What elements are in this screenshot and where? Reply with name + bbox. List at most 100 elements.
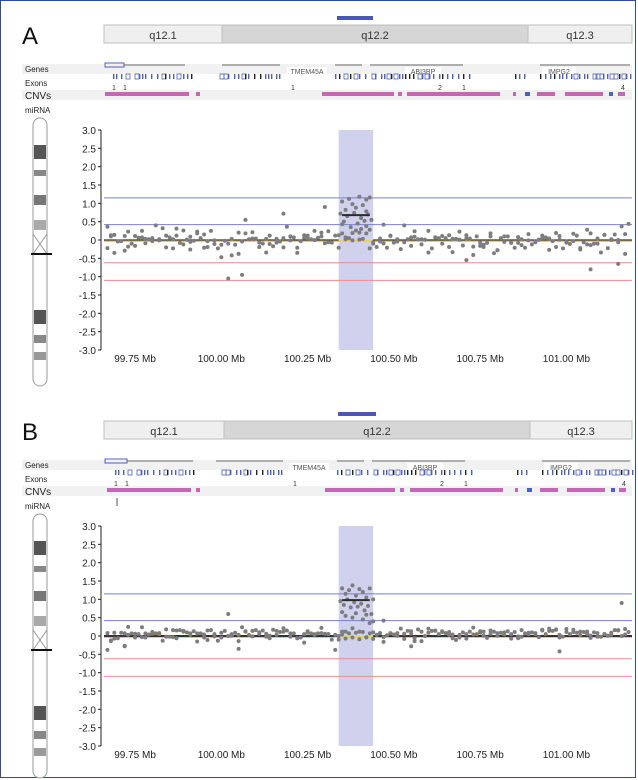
data-point[interactable]: [384, 245, 389, 250]
data-point[interactable]: [171, 635, 176, 640]
data-point[interactable]: [536, 635, 541, 640]
data-point[interactable]: [219, 242, 224, 247]
data-point[interactable]: [412, 234, 417, 239]
exon-mark[interactable]: [597, 469, 603, 476]
data-point[interactable]: [198, 236, 203, 241]
data-point[interactable]: [416, 237, 421, 242]
exon-mark[interactable]: [178, 469, 184, 476]
data-point[interactable]: [353, 593, 358, 598]
data-point[interactable]: [371, 636, 376, 641]
data-point[interactable]: [419, 639, 424, 644]
data-point[interactable]: [412, 639, 417, 644]
exon-mark[interactable]: [465, 470, 467, 475]
data-point[interactable]: [157, 632, 162, 637]
exon-mark[interactable]: [556, 470, 558, 475]
cnv-bar[interactable]: [525, 92, 530, 96]
data-point[interactable]: [616, 238, 621, 242]
data-point[interactable]: [481, 244, 486, 249]
exon-mark[interactable]: [240, 470, 242, 475]
exon-mark[interactable]: [632, 470, 634, 475]
data-point[interactable]: [222, 238, 227, 243]
data-point[interactable]: [395, 631, 400, 636]
data-point[interactable]: [488, 631, 493, 636]
data-point[interactable]: [195, 639, 200, 644]
data-point[interactable]: [536, 237, 541, 242]
data-point[interactable]: [229, 633, 234, 638]
data-point[interactable]: [422, 634, 427, 638]
data-point[interactable]: [357, 230, 362, 235]
data-point[interactable]: [195, 229, 200, 234]
data-point[interactable]: [623, 251, 628, 256]
exon-mark[interactable]: [517, 470, 519, 475]
band-q12-3[interactable]: [527, 24, 633, 44]
exon-mark[interactable]: [191, 74, 193, 79]
data-point[interactable]: [338, 599, 343, 604]
data-point[interactable]: [450, 236, 455, 241]
data-point[interactable]: [426, 626, 431, 631]
exon-mark[interactable]: [393, 470, 395, 475]
data-point[interactable]: [588, 267, 593, 272]
data-point[interactable]: [426, 250, 431, 255]
data-point[interactable]: [519, 628, 524, 633]
exon-mark[interactable]: [352, 470, 354, 475]
exon-mark[interactable]: [353, 73, 359, 80]
exon-mark[interactable]: [424, 470, 426, 475]
data-point[interactable]: [119, 630, 124, 635]
data-point[interactable]: [433, 235, 438, 240]
data-point[interactable]: [281, 626, 286, 631]
data-point[interactable]: [246, 237, 251, 242]
data-point[interactable]: [274, 632, 279, 637]
data-point[interactable]: [364, 635, 369, 640]
exon-mark[interactable]: [254, 74, 256, 79]
data-point[interactable]: [284, 628, 289, 633]
data-point[interactable]: [367, 195, 372, 200]
data-point[interactable]: [164, 245, 169, 250]
exon-mark[interactable]: [433, 74, 435, 79]
data-point[interactable]: [498, 236, 503, 241]
data-point[interactable]: [605, 246, 610, 251]
data-point[interactable]: [236, 251, 241, 256]
data-point[interactable]: [129, 241, 134, 246]
data-point[interactable]: [422, 237, 427, 242]
data-point[interactable]: [198, 631, 203, 636]
exon-mark[interactable]: [460, 470, 462, 475]
exon-mark[interactable]: [623, 469, 629, 476]
data-point[interactable]: [319, 234, 324, 239]
data-point[interactable]: [348, 605, 353, 610]
data-point[interactable]: [533, 631, 538, 636]
data-point[interactable]: [291, 235, 296, 240]
data-point[interactable]: [357, 194, 362, 199]
data-point[interactable]: [474, 234, 479, 239]
cnv-bar[interactable]: [618, 92, 625, 96]
data-point[interactable]: [402, 223, 407, 228]
exon-mark[interactable]: [573, 73, 579, 80]
data-point[interactable]: [395, 239, 400, 244]
data-point[interactable]: [605, 633, 610, 638]
exon-mark[interactable]: [267, 470, 269, 475]
exon-mark[interactable]: [609, 470, 611, 475]
data-point[interactable]: [326, 632, 331, 637]
data-point[interactable]: [333, 632, 338, 637]
data-point[interactable]: [253, 628, 258, 633]
data-point[interactable]: [188, 247, 193, 252]
cnv-bar[interactable]: [400, 488, 404, 492]
cnv-bar[interactable]: [515, 488, 518, 492]
data-point[interactable]: [478, 243, 483, 248]
data-point[interactable]: [547, 628, 552, 633]
data-point[interactable]: [371, 619, 376, 624]
exon-mark[interactable]: [141, 470, 143, 475]
data-point[interactable]: [443, 236, 448, 241]
data-point[interactable]: [126, 229, 131, 234]
data-point[interactable]: [457, 635, 462, 640]
data-point[interactable]: [326, 240, 331, 245]
exon-mark[interactable]: [615, 469, 621, 476]
data-point[interactable]: [447, 244, 452, 249]
data-point[interactable]: [350, 626, 355, 631]
exon-mark[interactable]: [545, 74, 547, 79]
exon-mark[interactable]: [127, 469, 133, 476]
data-point[interactable]: [588, 633, 593, 638]
exon-mark[interactable]: [442, 74, 444, 79]
cnv-bar[interactable]: [611, 488, 615, 492]
data-point[interactable]: [336, 637, 341, 642]
data-point[interactable]: [274, 236, 279, 241]
